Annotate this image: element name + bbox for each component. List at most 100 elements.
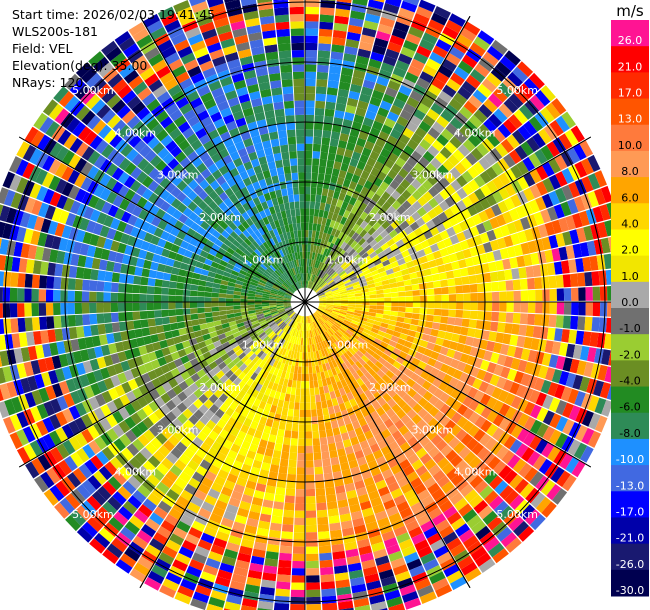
velocity-gate — [234, 315, 243, 321]
velocity-gate — [308, 323, 311, 331]
velocity-gate — [347, 291, 355, 296]
velocity-gate — [264, 558, 278, 567]
velocity-gate — [333, 245, 341, 254]
velocity-gate — [469, 42, 486, 57]
velocity-gate — [532, 454, 547, 471]
velocity-gate — [117, 242, 127, 254]
velocity-gate — [456, 392, 468, 404]
velocity-gate — [415, 173, 427, 185]
velocity-gate — [305, 222, 309, 231]
velocity-gate — [401, 345, 411, 354]
velocity-gate — [576, 227, 587, 243]
velocity-gate — [226, 247, 235, 255]
velocity-gate — [239, 55, 254, 66]
velocity-gate — [325, 249, 331, 257]
velocity-gate — [299, 323, 302, 331]
velocity-gate — [187, 442, 200, 454]
velocity-gate — [130, 399, 142, 412]
velocity-gate — [24, 273, 33, 288]
velocity-gate — [405, 296, 413, 302]
velocity-gate — [125, 311, 134, 321]
velocity-gate — [316, 260, 321, 269]
velocity-gate — [149, 155, 162, 168]
velocity-gate — [178, 380, 189, 391]
velocity-gate — [211, 169, 223, 180]
velocity-gate — [271, 324, 279, 331]
velocity-gate — [458, 446, 471, 460]
velocity-gate — [263, 425, 272, 435]
velocity-gate — [455, 478, 469, 492]
velocity-gate — [269, 358, 276, 367]
velocity-gate — [543, 124, 558, 141]
velocity-gate — [410, 150, 423, 162]
velocity-gate — [252, 355, 260, 364]
velocity-gate — [450, 179, 462, 192]
velocity-gate — [9, 287, 18, 302]
velocity-gate — [332, 471, 343, 480]
velocity-gate — [529, 94, 545, 111]
velocity-gate — [518, 83, 535, 99]
velocity-gate — [281, 385, 287, 394]
velocity-gate — [191, 520, 206, 533]
velocity-gate — [536, 407, 549, 422]
velocity-gate — [40, 471, 55, 489]
velocity-gate — [317, 180, 324, 189]
velocity-gate — [0, 350, 10, 367]
velocity-gate — [228, 277, 237, 284]
velocity-gate — [529, 514, 546, 531]
velocity-gate — [251, 251, 259, 259]
velocity-gate — [316, 372, 322, 381]
velocity-gate — [120, 360, 131, 372]
velocity-gate — [311, 237, 315, 246]
velocity-gate — [380, 148, 391, 159]
velocity-gate — [553, 261, 563, 275]
velocity-gate — [132, 311, 141, 321]
velocity-gate — [263, 565, 278, 575]
velocity-gate — [61, 264, 71, 278]
velocity-gate — [366, 359, 375, 368]
velocity-gate — [102, 501, 118, 516]
velocity-gate — [601, 349, 611, 366]
velocity-gate — [160, 165, 173, 177]
velocity-gate — [240, 295, 248, 299]
velocity-gate — [344, 227, 352, 236]
velocity-gate — [83, 206, 95, 220]
velocity-gate — [55, 427, 69, 443]
velocity-gate — [492, 190, 504, 204]
velocity-gate — [343, 475, 354, 485]
velocity-gate — [323, 210, 329, 219]
velocity-gate — [377, 517, 391, 528]
velocity-gate — [134, 266, 143, 277]
velocity-gate — [366, 318, 375, 324]
velocity-gate — [292, 416, 299, 425]
velocity-gate — [215, 344, 224, 353]
velocity-gate — [365, 338, 374, 345]
velocity-gate — [399, 109, 413, 121]
velocity-gate — [462, 509, 478, 523]
velocity-gate — [477, 302, 485, 311]
velocity-gate — [418, 314, 427, 321]
velocity-gate — [238, 447, 249, 457]
velocity-gate — [58, 459, 72, 476]
velocity-gate — [387, 41, 402, 53]
velocity-gate — [154, 279, 163, 287]
velocity-gate — [312, 438, 321, 446]
velocity-gate — [369, 96, 382, 107]
velocity-gate — [433, 360, 444, 371]
velocity-gate — [137, 396, 148, 408]
velocity-gate — [411, 459, 424, 471]
velocity-gate — [310, 322, 314, 330]
velocity-gate — [178, 121, 191, 134]
velocity-gate — [396, 532, 411, 544]
velocity-gate — [320, 247, 326, 255]
velocity-gate — [93, 470, 107, 486]
velocity-gate — [60, 277, 69, 290]
velocity-gate — [370, 496, 383, 508]
velocity-gate — [292, 313, 298, 321]
velocity-gate — [213, 537, 228, 549]
velocity-gate — [253, 490, 265, 500]
velocity-gate — [76, 326, 85, 338]
velocity-gate — [241, 220, 250, 230]
velocity-gate — [423, 558, 439, 572]
velocity-gate — [194, 489, 207, 501]
